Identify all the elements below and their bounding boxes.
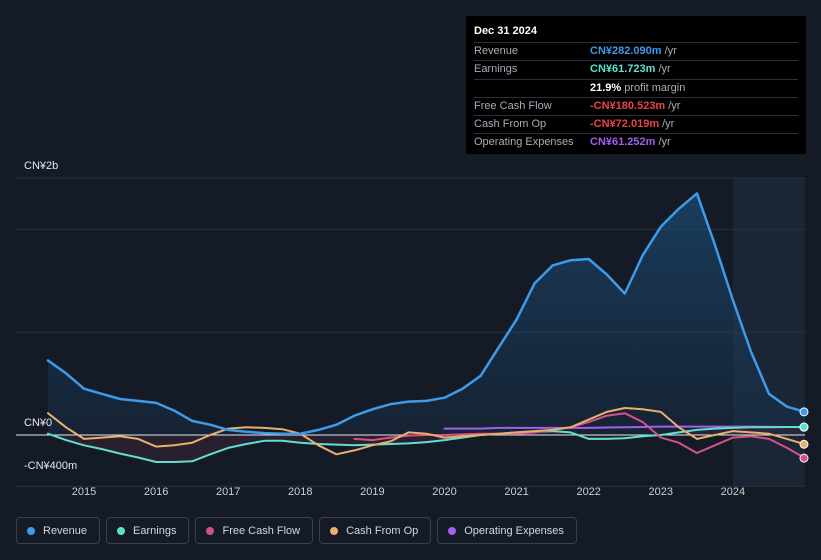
tooltip-row-unit: /yr — [662, 118, 675, 131]
tooltip-row-unit: /yr — [658, 136, 671, 149]
tooltip-row-label: Cash From Op — [474, 118, 547, 131]
y-label-top: CN¥2b — [24, 160, 59, 172]
legend-dot-icon — [206, 526, 215, 535]
x-tick-label: 2020 — [432, 486, 457, 498]
legend-label: Revenue — [43, 524, 88, 537]
tooltip-row-label: Earnings — [474, 63, 518, 76]
earnings-area — [48, 427, 805, 462]
legend-item-cash-from-op[interactable]: Cash From Op — [319, 517, 432, 544]
tooltip-row-value: CN¥282.090m — [590, 45, 662, 57]
tooltip-row-value: CN¥61.252m — [590, 136, 656, 149]
cash-from-op-end-marker — [799, 439, 809, 449]
legend-label: Operating Expenses — [464, 524, 564, 537]
free-cash-flow-end-marker — [799, 453, 809, 463]
x-tick-label: 2021 — [504, 486, 529, 498]
y-label-bottom: -CN¥400m — [24, 460, 78, 472]
earnings-line — [47, 426, 806, 463]
tooltip-row: Free Cash Flow -CN¥180.523m/yr — [474, 96, 798, 115]
legend-item-free-cash-flow[interactable]: Free Cash Flow — [195, 517, 314, 544]
tooltip-row-label: Operating Expenses — [474, 136, 574, 149]
cash-from-op-line — [47, 407, 806, 456]
data-tooltip: Dec 31 2024 Revenue CN¥282.090m/yr Earning… — [466, 16, 806, 154]
legend-item-revenue[interactable]: Revenue — [16, 517, 101, 544]
tooltip-row: Operating Expenses CN¥61.252m/yr — [474, 133, 798, 151]
tooltip-row-unit: profit margin — [624, 81, 686, 94]
revenue-line — [46, 192, 807, 435]
tooltip-row: Cash From Op -CN¥72.019m/yr — [474, 115, 798, 133]
legend-item-operating-expenses[interactable]: Operating Expenses — [437, 517, 577, 544]
tooltip-row: Revenue CN¥282.090m/yr — [474, 42, 798, 60]
tooltip-row-value: CN¥61.723m — [590, 63, 656, 76]
tooltip-row-unit: /yr — [668, 99, 681, 112]
legend-item-earnings[interactable]: Earnings — [106, 517, 190, 544]
tooltip-row-value: 21.9% — [590, 81, 622, 94]
tooltip-row-unit: /yr — [658, 63, 671, 76]
earnings-end-marker — [799, 422, 809, 432]
x-tick-label: 2019 — [360, 486, 385, 498]
tooltip-row-unit: /yr — [664, 45, 677, 57]
tooltip-row-label — [474, 80, 590, 97]
revenue-end-marker — [799, 407, 809, 417]
tooltip-row: 21.9% profit margin — [474, 78, 798, 97]
tooltip-row: Earnings CN¥61.723m/yr — [474, 60, 798, 78]
legend-label: Cash From Op — [346, 524, 419, 537]
tooltip-date: Dec 31 2024 — [474, 25, 537, 37]
tooltip-row-label: Revenue — [474, 45, 519, 57]
x-tick-label: 2015 — [71, 486, 97, 498]
x-tick-label: 2018 — [288, 486, 313, 498]
x-tick-label: 2022 — [576, 486, 601, 498]
revenue-area — [48, 193, 805, 435]
legend-dot-icon — [27, 526, 35, 535]
x-tick-label: 2016 — [143, 486, 169, 498]
legend-label: Earnings — [133, 524, 177, 537]
legend-label: Free Cash Flow — [222, 524, 301, 537]
legend-dot-icon — [330, 526, 339, 535]
x-tick-label: 2023 — [648, 486, 674, 498]
chart-legend: Revenue Earnings Free Cash Flow Cash From O… — [16, 517, 577, 544]
tooltip-row-label: Free Cash Flow — [474, 99, 552, 112]
y-label-zero: CN¥0 — [24, 417, 53, 429]
x-tick-label: 2024 — [720, 486, 746, 498]
legend-dot-icon — [117, 526, 126, 535]
tooltip-row-value: -CN¥180.523m — [590, 99, 666, 112]
legend-dot-icon — [448, 526, 457, 535]
x-tick-label: 2017 — [215, 486, 241, 498]
tooltip-row-value: -CN¥72.019m — [590, 118, 660, 131]
